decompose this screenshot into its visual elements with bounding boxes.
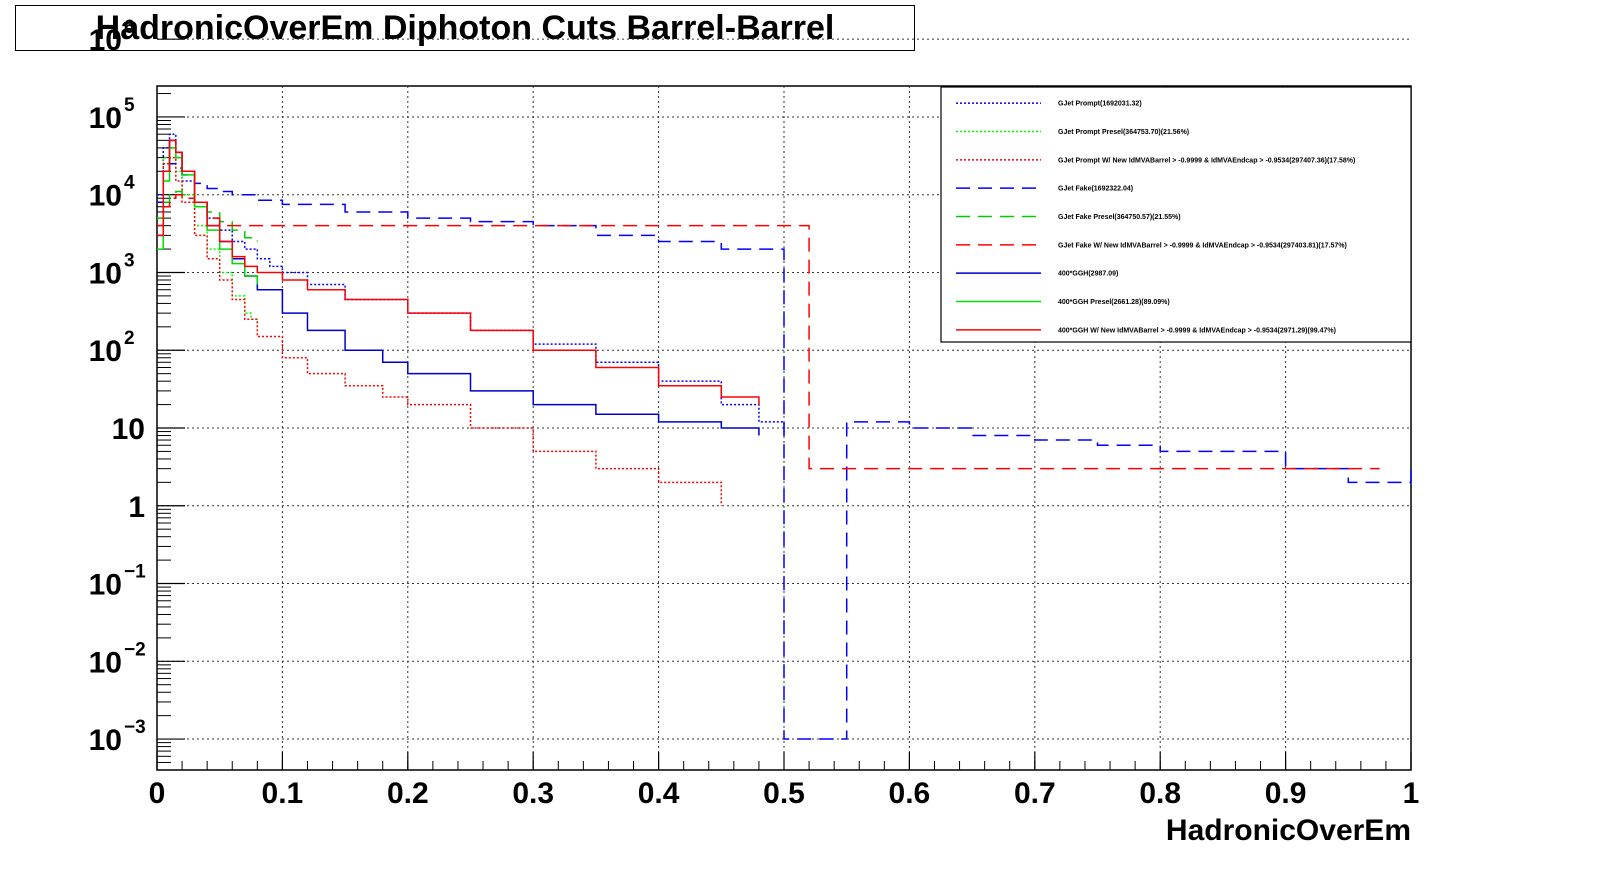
x-tick-label: 0.2 xyxy=(387,777,429,810)
x-tick-label: 0 xyxy=(149,777,166,810)
x-tick-label: 0.6 xyxy=(889,777,931,810)
legend-entry: GJet Prompt Presel(364753.70)(21.56%) xyxy=(1058,129,1189,136)
y-tick-exponent: 2 xyxy=(124,328,135,349)
y-tick-label: 10 xyxy=(112,413,145,446)
x-tick-label: 0.9 xyxy=(1265,777,1307,810)
x-tick-label: 0.1 xyxy=(262,777,304,810)
y-tick-label: 10 xyxy=(89,646,122,679)
y-tick-label: 10 xyxy=(89,180,122,213)
legend-box xyxy=(940,86,1412,343)
legend-entry: GJet Prompt(1692031.32) xyxy=(1058,101,1142,108)
y-tick-exponent: 3 xyxy=(124,250,135,271)
y-tick-exponent: 6 xyxy=(124,17,135,38)
series-line-8 xyxy=(157,139,760,405)
chart-title: HadronicOverEm Diphoton Cuts Barrel-Barr… xyxy=(95,8,835,47)
y-tick-label: 10 xyxy=(89,257,122,290)
y-tick-label: 10 xyxy=(89,724,122,757)
legend-entry: GJet Fake(1692322.04) xyxy=(1058,186,1133,193)
legend-entry: GJet Prompt W/ New IdMVABarrel > -0.9999… xyxy=(1058,157,1355,164)
y-tick-label: 10 xyxy=(89,335,122,368)
x-tick-label: 0.5 xyxy=(763,777,805,810)
legend-entry: 400*GGH Presel(2661.28)(89.09%) xyxy=(1058,299,1170,306)
legend-entry: GJet Fake Presel(364750.57)(21.55%) xyxy=(1058,214,1181,221)
y-tick-exponent: 4 xyxy=(124,173,135,194)
legend-entry: 400*GGH(2987.09) xyxy=(1058,271,1118,278)
x-tick-label: 0.8 xyxy=(1139,777,1181,810)
series-line-1 xyxy=(157,147,259,327)
x-tick-label: 0.4 xyxy=(638,777,680,810)
y-tick-label: 10 xyxy=(89,569,122,602)
chart-title-box: HadronicOverEm Diphoton Cuts Barrel-Barr… xyxy=(15,5,915,51)
x-tick-label: 0.3 xyxy=(512,777,554,810)
y-tick-exponent: −1 xyxy=(124,562,146,583)
legend-entry: GJet Fake W/ New IdMVABarrel > -0.9999 &… xyxy=(1058,242,1347,249)
legend-entry: 400*GGH W/ New IdMVABarrel > -0.9999 & I… xyxy=(1058,327,1336,334)
y-tick-label: 10 xyxy=(89,102,122,135)
y-tick-exponent: −3 xyxy=(124,717,146,738)
x-tick-label: 0.7 xyxy=(1014,777,1056,810)
y-tick-label: 10 xyxy=(89,24,122,57)
y-tick-exponent: −2 xyxy=(124,639,146,660)
y-tick-label: 1 xyxy=(128,491,145,524)
x-tick-label: 1 xyxy=(1403,777,1420,810)
x-axis-title: HadronicOverEm xyxy=(1166,814,1411,847)
y-tick-exponent: 5 xyxy=(124,95,135,116)
